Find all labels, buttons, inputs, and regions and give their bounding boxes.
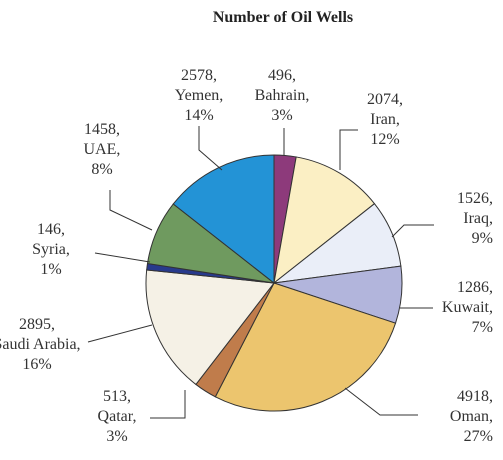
slice-label-value-bahrain: 496, [268, 67, 296, 84]
labels-layer: 496, Bahrain, 3% 2074, Iran, 12% 1526, Iraq, 9% 1… [0, 67, 493, 445]
slice-label-value-yemen: 2578, [181, 67, 217, 84]
slice-label-name-qatar: Qatar, [98, 408, 137, 425]
pie-slice-iran [273, 156, 376, 285]
slice-label-name-bahrain: Bahrain, [255, 87, 310, 104]
pie-slice-oman [214, 282, 397, 412]
chart-title: Number of Oil Wells [213, 9, 353, 26]
slice-label-value-saudi-arabia: 2895, [19, 316, 55, 333]
slice-label-value-qatar: 513, [103, 388, 131, 405]
slice-label-percent-qatar: 3% [106, 428, 127, 445]
slice-label-name-oman: Oman, [450, 408, 493, 425]
slice-label-name-saudi-arabia: Saudi Arabia, [0, 336, 81, 353]
slice-label-value-iraq: 1526, [457, 190, 493, 207]
slice-label-percent-saudi-arabia: 16% [22, 356, 51, 373]
slice-label-name-iran: Iran, [370, 111, 400, 128]
slice-label-percent-iraq: 9% [472, 230, 493, 247]
slice-label-percent-syria: 1% [40, 261, 61, 278]
slice-label-name-yemen: Yemen, [175, 87, 224, 104]
leader-line-iraq [391, 224, 434, 238]
pie-slice-saudi-arabia [145, 269, 275, 386]
leader-line-iran [339, 129, 358, 170]
leader-line-saudi-arabia [87, 324, 153, 343]
slice-label-name-kuwait: Kuwait, [442, 299, 493, 316]
leader-line-uae [109, 190, 153, 231]
slice-label-value-oman: 4918, [457, 388, 493, 405]
slice-label-percent-yemen: 14% [184, 107, 213, 124]
slice-label-percent-iran: 12% [370, 131, 399, 148]
leader-lines-layer [87, 126, 434, 419]
slice-label-value-iran: 2074, [367, 91, 403, 108]
leader-line-qatar [150, 390, 186, 419]
slice-label-value-uae: 1458, [84, 121, 120, 138]
slice-label-value-kuwait: 1286, [457, 279, 493, 296]
leader-line-oman [344, 387, 418, 416]
slice-label-value-syria: 146, [37, 221, 65, 238]
slices-layer [145, 154, 403, 412]
slice-label-name-syria: Syria, [32, 241, 70, 258]
slice-label-percent-oman: 27% [464, 428, 493, 445]
slice-label-percent-uae: 8% [91, 161, 112, 178]
slice-label-name-iraq: Iraq, [463, 210, 493, 227]
slice-label-name-uae: UAE, [84, 141, 121, 158]
leader-line-syria [94, 252, 151, 263]
pie-slice-yemen [172, 154, 275, 285]
slice-label-percent-bahrain: 3% [271, 107, 292, 124]
leader-line-yemen [198, 126, 223, 171]
slice-label-percent-kuwait: 7% [472, 319, 493, 336]
